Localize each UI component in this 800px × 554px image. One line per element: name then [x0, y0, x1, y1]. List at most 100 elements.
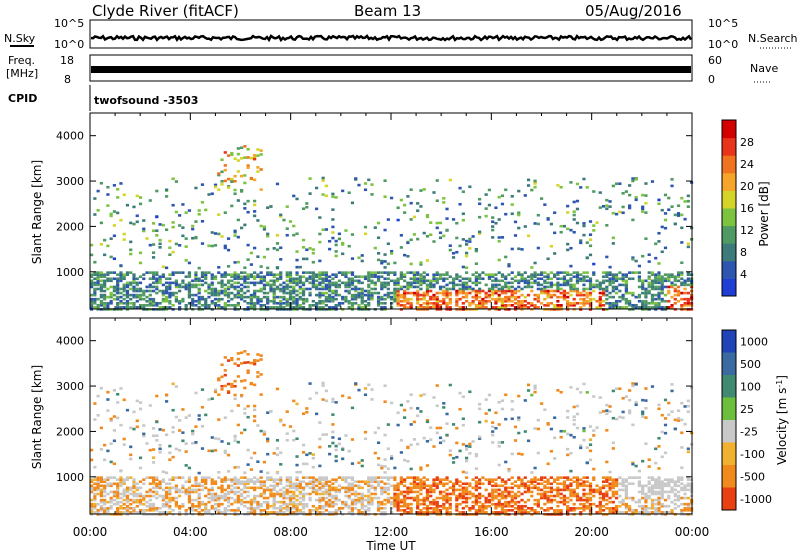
velocity-cell [376, 480, 381, 484]
power-cell [135, 295, 139, 299]
velocity-cell [171, 455, 175, 459]
power-cell [116, 289, 120, 293]
power-cell [416, 202, 420, 205]
velocity-cell [272, 494, 276, 498]
velocity-cell [96, 480, 100, 484]
power-cell [230, 151, 234, 155]
power-cell [438, 275, 443, 279]
velocity-cell [471, 440, 475, 443]
velocity-cell [464, 448, 469, 451]
velocity-cell [559, 496, 563, 500]
power-cell [341, 252, 345, 256]
power-cell [383, 266, 387, 269]
velocity-cell [487, 480, 492, 484]
velocity-cell [158, 484, 162, 488]
power-cell [135, 299, 139, 303]
power-cell [611, 236, 615, 240]
velocity-cell [301, 504, 306, 508]
velocity-cell [455, 478, 459, 481]
power-cell [158, 242, 162, 246]
velocity-cell [99, 494, 103, 498]
power-cell [314, 186, 319, 190]
power-cell [383, 253, 387, 256]
power-cell [380, 271, 384, 274]
power-cell [419, 281, 423, 285]
velocity-cell [295, 476, 299, 479]
power-cell [331, 231, 335, 234]
power-cell [145, 237, 149, 240]
power-cell [213, 291, 218, 295]
power-cell [279, 301, 283, 305]
power-cell [112, 289, 117, 293]
velocity-cell [119, 469, 123, 472]
velocity-cell [494, 502, 498, 506]
velocity-cell [389, 500, 394, 504]
power-cell [526, 293, 531, 297]
power-cell [259, 275, 263, 279]
y-tick-label: 1000 [56, 266, 84, 279]
power-cell [660, 279, 664, 283]
velocity-cell [494, 488, 498, 492]
power-cell [585, 256, 589, 259]
power-cell [660, 250, 664, 254]
power-cell [553, 252, 557, 255]
power-cell [562, 279, 567, 283]
velocity-cell [321, 482, 325, 486]
velocity-cell [406, 488, 410, 492]
power-cell [285, 275, 289, 279]
power-cell [151, 243, 156, 246]
power-cell [178, 301, 182, 305]
power-cell [262, 291, 267, 295]
power-cell [559, 224, 563, 228]
velocity-cell [328, 504, 332, 508]
power-cell [321, 271, 325, 274]
velocity-cell [129, 511, 133, 514]
power-cell [624, 301, 628, 305]
power-cell [484, 295, 488, 299]
power-cell [246, 301, 250, 305]
velocity-cell [109, 442, 113, 446]
velocity-cell [334, 401, 338, 404]
velocity-cell [582, 506, 586, 510]
velocity-cell [174, 500, 178, 504]
velocity-cell [614, 490, 619, 494]
velocity-cell [233, 478, 237, 481]
power-cell [422, 297, 426, 301]
power-cell [233, 293, 237, 297]
velocity-cell [575, 486, 580, 490]
velocity-cell [220, 388, 224, 391]
power-cell [103, 306, 107, 309]
power-cell [670, 306, 674, 309]
velocity-cell [367, 490, 371, 494]
power-cell [145, 271, 149, 274]
power-cell [530, 304, 534, 307]
power-cell [526, 184, 531, 187]
velocity-cell [125, 496, 130, 500]
velocity-cell [380, 476, 384, 479]
power-cell [298, 265, 302, 269]
velocity-cell [210, 494, 214, 498]
power-cell [631, 306, 635, 309]
power-cell [354, 279, 358, 283]
power-cell [259, 224, 263, 228]
power-cell [109, 295, 113, 299]
velocity-cell [266, 439, 270, 443]
velocity-cell [266, 411, 270, 415]
power-cell [634, 259, 638, 263]
velocity-cell [125, 490, 130, 494]
power-cell [660, 208, 664, 212]
velocity-cell [93, 465, 97, 469]
power-cell [569, 273, 573, 276]
velocity-cell [305, 410, 309, 414]
velocity-cell [269, 492, 273, 496]
power-cell [341, 243, 345, 246]
velocity-cell [549, 490, 553, 494]
velocity-cell [116, 478, 120, 481]
velocity-cell [318, 486, 322, 490]
power-cell [367, 293, 371, 297]
power-cell [438, 291, 443, 295]
power-cell [311, 271, 315, 274]
power-cell [491, 228, 495, 232]
power-cell [350, 306, 355, 309]
power-cell [279, 213, 283, 217]
